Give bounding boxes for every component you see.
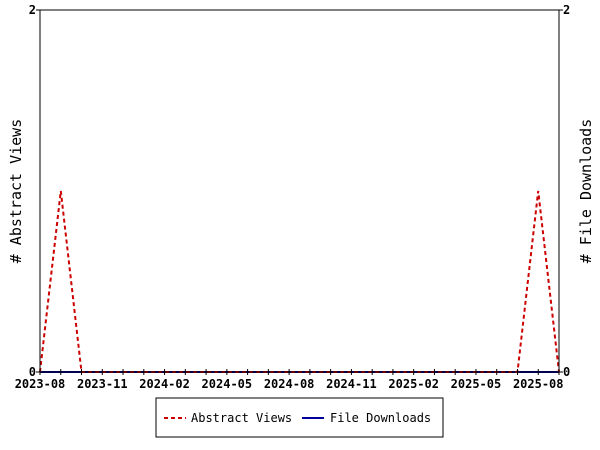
y-left-tick-label: 0 bbox=[29, 365, 36, 379]
x-tick-label: 2023-08 bbox=[15, 377, 66, 391]
y-left-tick-label: 2 bbox=[29, 3, 36, 17]
x-tick-label: 2024-11 bbox=[326, 377, 377, 391]
legend-label-file-downloads: File Downloads bbox=[330, 411, 431, 425]
plot-frame bbox=[39, 9, 560, 373]
y-right-tick-label: 0 bbox=[563, 365, 570, 379]
legend: Abstract Views File Downloads bbox=[155, 397, 444, 438]
axes: 2023-08 2023-11 2024-02 2024-05 2024-08 2024-… bbox=[15, 3, 571, 391]
x-tick-label: 2024-02 bbox=[139, 377, 190, 391]
x-tick-label: 2025-08 bbox=[513, 377, 564, 391]
legend-label-abstract-views: Abstract Views bbox=[191, 411, 292, 425]
x-tick-label: 2024-05 bbox=[202, 377, 253, 391]
y-right-tick-label: 2 bbox=[563, 3, 570, 17]
x-tick-label: 2024-08 bbox=[264, 377, 315, 391]
legend-box bbox=[155, 397, 444, 438]
x-tick-label: 2023-11 bbox=[77, 377, 128, 391]
y-axis-right-title: # File Downloads bbox=[577, 119, 595, 264]
y-axis-left-title: # Abstract Views bbox=[7, 119, 25, 264]
x-tick-label: 2025-05 bbox=[451, 377, 502, 391]
x-tick-label: 2025-02 bbox=[388, 377, 439, 391]
